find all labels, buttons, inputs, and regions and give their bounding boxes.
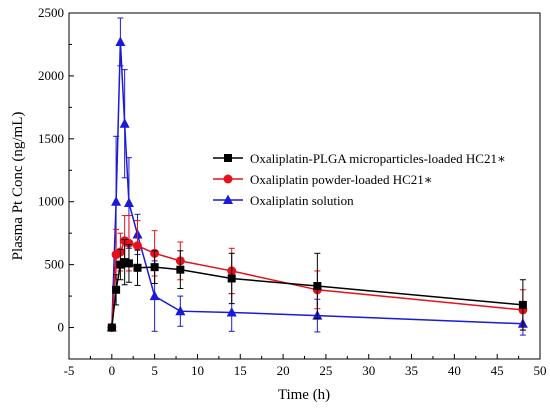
data-point (115, 36, 125, 46)
legend: Oxaliplatin-PLGA microparticles-loaded H… (213, 151, 506, 208)
x-axis-title: Time (h) (278, 387, 330, 403)
data-point (134, 264, 142, 272)
y-tick-label: 1500 (38, 131, 64, 146)
legend-label: Oxaliplatin powder-loaded HC21∗ (250, 172, 433, 187)
data-point (313, 282, 321, 290)
legend-label: Oxaliplatin-PLGA microparticles-loaded H… (250, 151, 506, 166)
x-tick-label: 35 (405, 363, 418, 378)
data-point (175, 306, 185, 316)
data-point (111, 196, 121, 206)
data-point (176, 266, 184, 274)
data-point (124, 197, 134, 207)
x-tick-label: 25 (319, 363, 332, 378)
legend-marker (224, 154, 232, 162)
legend-marker (224, 175, 233, 184)
data-point (108, 324, 116, 332)
x-tick-label: 45 (491, 363, 504, 378)
data-point (150, 291, 160, 301)
legend-label: Oxaliplatin solution (250, 193, 354, 208)
x-tick-label: 30 (362, 363, 375, 378)
x-tick-label: 5 (151, 363, 158, 378)
data-point (133, 241, 142, 250)
series-square (108, 239, 527, 331)
data-point (151, 263, 159, 271)
x-tick-label: 0 (109, 363, 116, 378)
data-point (519, 301, 527, 309)
x-tick-label: 50 (534, 363, 547, 378)
y-tick-label: 0 (58, 320, 65, 335)
x-tick-label: -5 (64, 363, 75, 378)
data-point (125, 259, 133, 267)
y-tick-label: 1000 (38, 194, 64, 209)
data-point (112, 286, 120, 294)
x-tick-label: 10 (191, 363, 204, 378)
data-point (120, 118, 130, 128)
x-axis: -5 0 5 10 15 20 25 30 35 40 45 50 (64, 354, 547, 378)
x-tick-label: 20 (277, 363, 290, 378)
y-tick-label: 2000 (38, 68, 64, 83)
y-tick-label: 500 (45, 257, 65, 272)
x-tick-label: 40 (448, 363, 461, 378)
y-axis-title: Plasma Pt Conc (ng/mL) (10, 112, 26, 261)
y-tick-label: 2500 (38, 5, 64, 20)
data-point (228, 274, 236, 282)
x-tick-label: 15 (234, 363, 247, 378)
